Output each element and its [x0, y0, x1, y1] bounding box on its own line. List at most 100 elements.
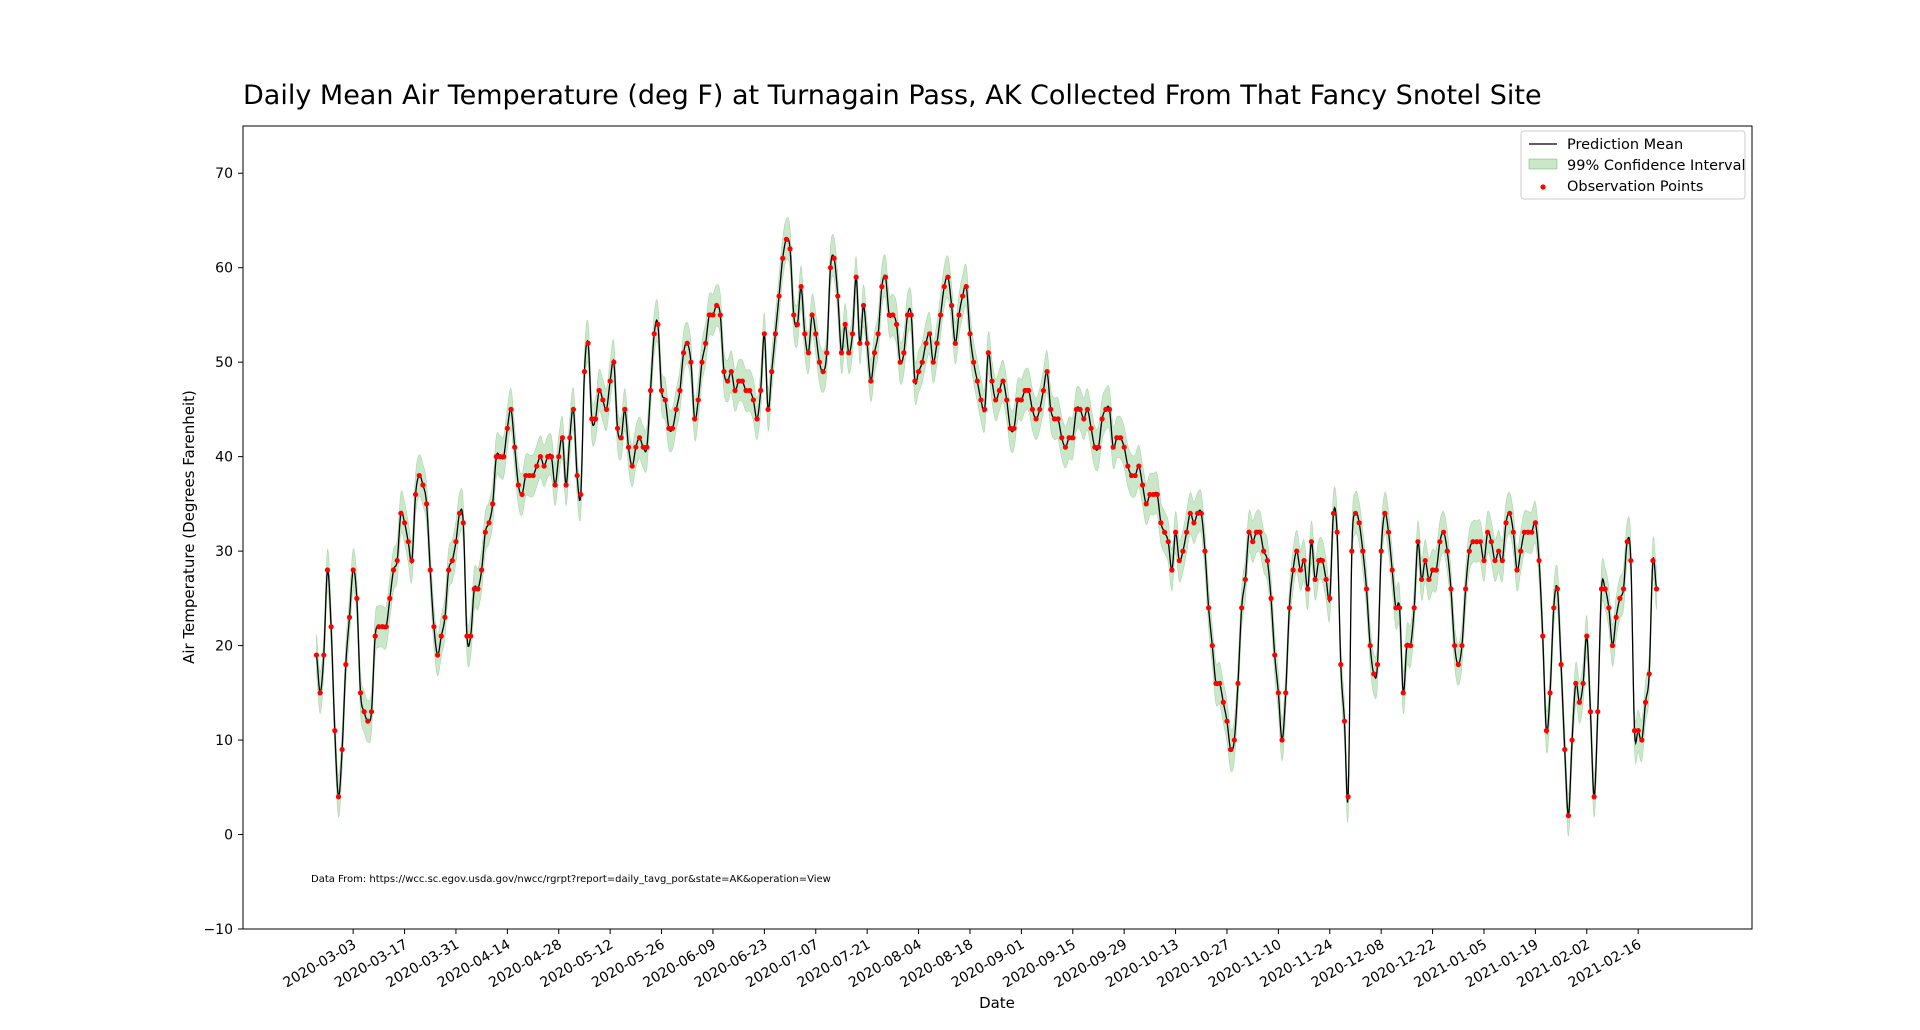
- observation-point: [354, 595, 360, 601]
- observation-point: [882, 274, 889, 280]
- observation-point: [714, 302, 720, 309]
- observation-point: [1092, 444, 1098, 450]
- observation-point: [985, 350, 991, 356]
- y-tick-label: 40: [215, 450, 233, 466]
- observation-point: [853, 274, 859, 280]
- observation-point: [912, 378, 918, 384]
- observation-point: [1128, 472, 1135, 479]
- observation-point: [1573, 680, 1579, 686]
- observation-point: [1510, 529, 1516, 535]
- observation-point: [1598, 586, 1605, 592]
- observation-point: [1301, 557, 1307, 564]
- observation-point: [512, 444, 518, 450]
- observation-point: [1327, 595, 1333, 601]
- observation-point: [1195, 510, 1201, 516]
- observation-point: [464, 633, 470, 639]
- observation-point: [1275, 690, 1281, 696]
- observation-point: [1077, 406, 1083, 413]
- observation-point: [680, 350, 687, 356]
- observation-point: [904, 312, 911, 318]
- observation-point: [842, 321, 848, 327]
- observation-point: [739, 378, 745, 384]
- observation-point: [1279, 737, 1285, 743]
- observation-point: [1565, 813, 1572, 819]
- observation-point: [662, 397, 668, 403]
- observation-point: [1228, 746, 1234, 753]
- observation-point: [1246, 529, 1252, 535]
- observation-point: [504, 425, 510, 431]
- observation-point: [647, 387, 654, 394]
- observation-point: [357, 690, 364, 696]
- observation-point: [1066, 435, 1072, 441]
- observation-point: [486, 520, 492, 526]
- observation-point: [526, 472, 532, 479]
- observation-point: [1628, 557, 1634, 564]
- observation-point: [699, 359, 705, 365]
- observation-point: [1305, 586, 1311, 592]
- observation-point: [908, 312, 914, 318]
- observation-point: [1253, 529, 1259, 535]
- observation-point: [1653, 586, 1660, 592]
- observation-point: [1433, 567, 1439, 573]
- observation-point: [644, 444, 650, 450]
- observation-point: [732, 387, 738, 394]
- observation-point: [1411, 605, 1417, 611]
- observation-point: [1606, 605, 1612, 611]
- observation-point: [1591, 794, 1597, 800]
- y-tick-label: 60: [215, 261, 233, 277]
- observation-point: [747, 387, 753, 394]
- observation-point: [1349, 548, 1355, 554]
- observation-point: [482, 529, 488, 535]
- observation-point: [1272, 652, 1278, 658]
- observation-point: [827, 265, 834, 271]
- observation-point: [1073, 406, 1080, 413]
- observation-point: [1514, 567, 1520, 573]
- observation-point: [915, 369, 922, 375]
- observation-point: [1033, 416, 1039, 422]
- observation-point: [996, 387, 1002, 394]
- observation-point: [1485, 529, 1491, 535]
- observation-point: [1051, 416, 1058, 422]
- observation-point: [1341, 718, 1348, 724]
- observation-point: [1290, 567, 1296, 573]
- observation-point: [838, 350, 845, 356]
- observation-point: [1147, 491, 1153, 498]
- observation-point: [1048, 406, 1054, 413]
- observation-point: [1481, 557, 1487, 564]
- observation-point: [1422, 557, 1428, 564]
- observation-point: [706, 312, 712, 318]
- observation-point: [1551, 605, 1557, 611]
- observation-point: [1525, 529, 1531, 535]
- observation-point: [1143, 501, 1149, 507]
- y-axis: −10 0 10 20 30 40 50 60 70: [203, 166, 243, 938]
- observation-point: [1617, 595, 1623, 601]
- observation-point: [335, 794, 342, 800]
- observation-point: [497, 454, 503, 460]
- observation-point: [1294, 548, 1300, 554]
- observation-point: [1440, 529, 1447, 535]
- observation-point: [666, 425, 672, 431]
- observation-point: [592, 416, 599, 422]
- observation-point: [772, 331, 778, 337]
- observation-point: [1459, 642, 1465, 649]
- observation-point: [1132, 472, 1138, 479]
- y-tick-label: −10: [203, 922, 233, 938]
- observation-point: [923, 340, 929, 346]
- observation-point: [534, 463, 540, 469]
- legend-observation-label: Observation Points: [1567, 179, 1703, 195]
- observation-point: [1642, 699, 1649, 705]
- observation-point: [332, 728, 338, 734]
- observation-point: [897, 359, 903, 365]
- observation-point: [967, 331, 973, 337]
- observation-point: [1404, 642, 1410, 649]
- observation-point: [1429, 567, 1436, 573]
- observation-point: [1499, 557, 1505, 564]
- observation-points: [313, 236, 1660, 819]
- observation-point: [416, 472, 422, 479]
- observation-point: [941, 284, 947, 290]
- observation-point: [703, 340, 709, 346]
- observation-point: [673, 406, 679, 413]
- observation-point: [1150, 491, 1157, 498]
- observation-point: [835, 293, 841, 299]
